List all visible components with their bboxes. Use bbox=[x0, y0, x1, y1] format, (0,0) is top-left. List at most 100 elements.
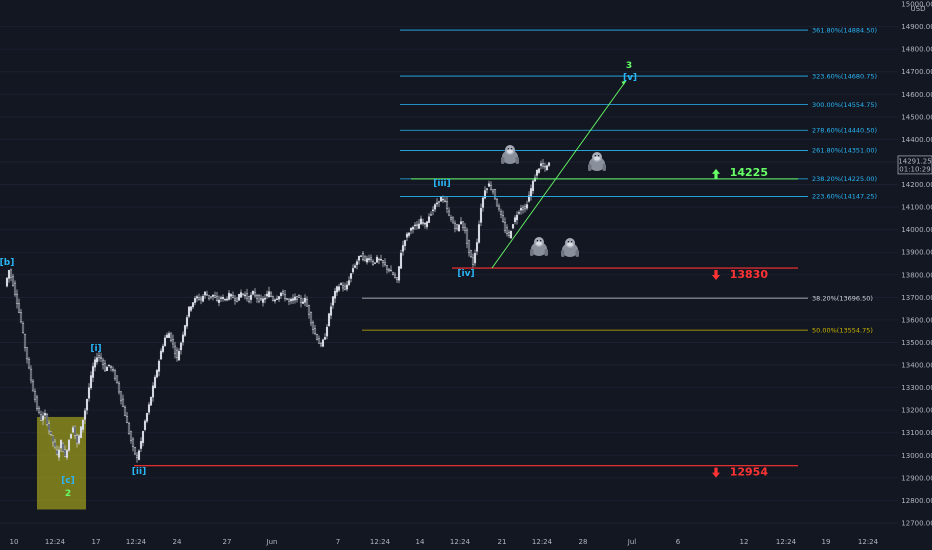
wave-label: [b] bbox=[0, 258, 14, 268]
last-price-value: 14291.25 bbox=[898, 157, 931, 165]
y-tick-label: 13300.00 bbox=[901, 384, 932, 392]
candle-body bbox=[155, 369, 159, 378]
candle-body bbox=[77, 435, 81, 444]
candle-body bbox=[231, 295, 235, 299]
candle-body bbox=[461, 221, 465, 228]
candle-body bbox=[289, 298, 293, 302]
candle-body bbox=[233, 298, 237, 301]
candle-body bbox=[39, 414, 43, 421]
candle-body bbox=[335, 286, 339, 293]
candle-body bbox=[423, 223, 427, 225]
y-tick-label: 13700.00 bbox=[901, 294, 932, 302]
candle-body bbox=[7, 269, 11, 279]
candle-body bbox=[405, 233, 409, 238]
x-tick-label: 14 bbox=[416, 538, 425, 546]
candle-body bbox=[535, 169, 539, 176]
x-tick-label: 12:24 bbox=[776, 538, 797, 546]
candle-body bbox=[171, 339, 175, 345]
candle-body bbox=[243, 294, 247, 297]
candle-body bbox=[327, 313, 331, 327]
candle-body bbox=[239, 292, 243, 298]
candle-body bbox=[389, 269, 393, 272]
candle-body bbox=[281, 291, 285, 294]
gorilla-icon bbox=[530, 237, 548, 256]
wave-2-zone bbox=[37, 416, 86, 510]
x-tick-label: Jul bbox=[627, 538, 637, 546]
candle-body bbox=[277, 296, 281, 300]
candle-body bbox=[445, 201, 449, 209]
candle-body bbox=[13, 282, 17, 295]
candle-body bbox=[111, 368, 115, 371]
candle-body bbox=[223, 298, 227, 301]
candle-body bbox=[397, 266, 401, 281]
candle-body bbox=[347, 280, 351, 285]
candle-body bbox=[467, 239, 471, 253]
candle-body bbox=[147, 404, 151, 413]
candle-body bbox=[325, 326, 329, 337]
candle-body bbox=[433, 204, 437, 210]
candle-body bbox=[83, 410, 87, 420]
candle-body bbox=[201, 295, 205, 302]
candle-body bbox=[219, 297, 223, 299]
candle-body bbox=[259, 298, 263, 301]
candle-body bbox=[115, 375, 119, 384]
candle-body bbox=[383, 262, 387, 266]
candle-body bbox=[503, 222, 507, 232]
candle-body bbox=[43, 412, 47, 416]
candle-body bbox=[109, 366, 113, 369]
x-tick-label: 12:24 bbox=[370, 538, 391, 546]
y-tick-label: 13200.00 bbox=[901, 407, 932, 415]
candle-body bbox=[457, 224, 461, 232]
candle-body bbox=[255, 295, 259, 299]
y-tick-label: 13800.00 bbox=[901, 271, 932, 279]
time-axis[interactable]: 10 12:24 17 12:24 24 27 Jun 7 12:24 14 12:24 21 12:2… bbox=[10, 538, 879, 546]
candle-body bbox=[291, 298, 295, 301]
wave-label: 2 bbox=[65, 489, 71, 499]
currency-label: USD bbox=[911, 5, 926, 13]
candle-body bbox=[161, 345, 165, 352]
candle-body bbox=[125, 415, 129, 424]
candle-body bbox=[293, 296, 297, 301]
y-tick-label: 14100.00 bbox=[901, 204, 932, 212]
candle-body bbox=[285, 298, 289, 300]
x-tick-label: Jun bbox=[266, 538, 278, 546]
candle-body bbox=[265, 293, 269, 297]
candle-body bbox=[533, 177, 537, 182]
candle-body bbox=[287, 298, 291, 302]
candle-body bbox=[137, 450, 141, 460]
candle-body bbox=[25, 347, 29, 360]
candle-body bbox=[249, 294, 253, 300]
candle-body bbox=[159, 350, 163, 360]
candle-body bbox=[21, 323, 25, 333]
candle-body bbox=[131, 438, 135, 447]
price-axis[interactable]: USD 12700.00 12800.00 12900.00 13000.00 1310… bbox=[897, 0, 932, 550]
candle-body bbox=[95, 357, 99, 363]
candle-body bbox=[463, 226, 467, 231]
candle-body bbox=[337, 286, 341, 291]
candle-body bbox=[191, 302, 195, 308]
candle-body bbox=[27, 359, 31, 369]
candle-body bbox=[209, 296, 213, 298]
candle-body bbox=[475, 242, 479, 252]
candle-body bbox=[55, 449, 59, 455]
candle-body bbox=[105, 366, 109, 372]
candle-body bbox=[481, 197, 485, 208]
fib-level-label: 223.60%(14147.25) bbox=[812, 193, 877, 201]
y-tick-label: 14000.00 bbox=[901, 226, 932, 234]
candle-body bbox=[507, 231, 511, 236]
candle-body bbox=[145, 413, 149, 422]
candles-layer bbox=[5, 158, 551, 463]
key-level-label: 14225 bbox=[730, 166, 768, 179]
candle-body bbox=[435, 202, 439, 205]
candle-body bbox=[329, 306, 333, 316]
candle-body bbox=[275, 298, 279, 301]
wave-label: [iii] bbox=[433, 179, 450, 189]
candle-body bbox=[519, 208, 523, 211]
candle-body bbox=[501, 215, 505, 222]
fib-level-label: 38.20%(13696.50) bbox=[812, 294, 873, 302]
candle-body bbox=[437, 200, 441, 203]
x-tick-label: 7 bbox=[336, 538, 340, 546]
candle-body bbox=[531, 180, 535, 191]
candle-body bbox=[251, 290, 255, 295]
